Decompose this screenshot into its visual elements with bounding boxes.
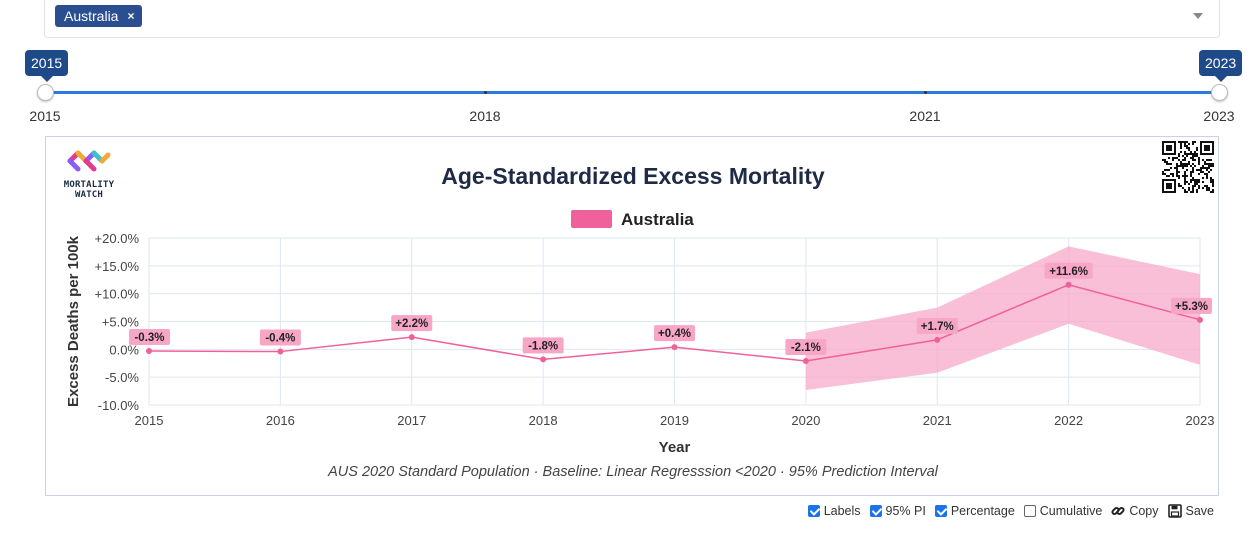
x-tick-label: 2015: [135, 413, 164, 428]
percentage-toggle[interactable]: Percentage: [934, 504, 1015, 518]
y-tick-label: -5.0%: [105, 370, 139, 385]
data-label-bg: [522, 337, 564, 354]
copy-button-label: Copy: [1129, 504, 1159, 518]
data-label-bg: [916, 317, 958, 334]
copy-button[interactable]: Copy: [1111, 504, 1159, 518]
save-button-label: Save: [1185, 504, 1215, 518]
data-label: +0.4%: [658, 328, 691, 340]
floppy-icon: [1167, 504, 1182, 518]
y-tick-label: +20.0%: [95, 231, 140, 246]
chart-title: Age-Standardized Excess Mortality: [441, 163, 825, 189]
data-point: [1197, 316, 1203, 323]
x-tick-label: 2018: [529, 413, 558, 428]
labels-toggle-label: Labels: [823, 504, 861, 518]
logo-text-line1: MORTALITY: [63, 180, 115, 190]
cumulative-toggle[interactable]: Cumulative: [1023, 504, 1103, 518]
y-tick-label: +10.0%: [95, 287, 140, 302]
x-tick-label: 2019: [660, 413, 689, 428]
y-tick-label: +15.0%: [95, 259, 140, 274]
slider-start-value: 2015: [25, 50, 69, 82]
data-label-bg: [259, 329, 301, 346]
slider-tick-dot: [924, 91, 927, 94]
excess-mortality-chart: Age-Standardized Excess Mortality Austral…: [65, 163, 1215, 480]
save-button[interactable]: Save: [1167, 504, 1215, 518]
x-tick-label: 2023: [1186, 413, 1215, 428]
data-point: [671, 344, 678, 351]
legend-label: Australia: [621, 210, 694, 229]
y-tick-label: 0.0%: [109, 342, 139, 357]
data-point: [934, 336, 941, 343]
link-icon: [1111, 506, 1125, 516]
data-label-bg: [129, 329, 170, 346]
country-chip: Australia ×: [55, 5, 143, 27]
data-label-bg: [1044, 262, 1093, 279]
y-axis-title: Excess Deaths per 100k: [65, 235, 82, 407]
data-label: -0.4%: [265, 333, 295, 345]
data-label: +1.7%: [921, 321, 954, 333]
x-tick-label: 2016: [266, 413, 295, 428]
y-tick-label: -10.0%: [98, 398, 140, 413]
slider-end-value: 2023: [1199, 50, 1243, 82]
x-tick-label: 2021: [923, 413, 952, 428]
data-label: +11.6%: [1049, 266, 1088, 278]
data-label-bg: [1171, 297, 1212, 314]
slider-label-2018: 2018: [469, 108, 501, 124]
x-tick-label: 2017: [397, 413, 426, 428]
data-label-bg: [654, 325, 695, 342]
slider-start-handle[interactable]: [37, 84, 54, 101]
data-point: [802, 358, 809, 365]
x-axis-title: Year: [659, 439, 691, 456]
data-point: [1065, 281, 1072, 288]
slider-label-2021: 2021: [909, 108, 941, 124]
cumulative-toggle-label: Cumulative: [1039, 504, 1103, 518]
logo-text-line2: WATCH: [74, 190, 104, 200]
remove-chip-icon[interactable]: ×: [127, 9, 135, 23]
logo-icon: [67, 150, 111, 172]
data-point: [277, 348, 284, 355]
y-tick-label: +5.0%: [102, 315, 140, 330]
percentage-toggle-label: Percentage: [950, 504, 1015, 518]
pi-toggle[interactable]: 95% PI: [869, 504, 926, 518]
pi-toggle-label: 95% PI: [885, 504, 926, 518]
data-point: [146, 348, 152, 355]
legend-swatch: [571, 210, 612, 228]
country-chip-label: Australia: [64, 8, 119, 24]
slider-end-handle[interactable]: [1211, 84, 1228, 101]
mortality-watch-logo: MORTALITY WATCH: [56, 147, 122, 200]
data-label-bg: [785, 339, 827, 356]
slider-label-2023: 2023: [1203, 108, 1235, 124]
data-label: -1.8%: [528, 340, 558, 352]
data-label: -0.3%: [134, 332, 164, 344]
chart-controls: Labels 95% PI Percentage Cumulative Copy: [807, 502, 1215, 520]
labels-toggle[interactable]: Labels: [807, 504, 861, 518]
x-tick-label: 2022: [1054, 413, 1083, 428]
cumulative-checkbox[interactable]: [1023, 505, 1036, 517]
chart-card: MORTALITY WATCH Age-Standardized Excess …: [45, 136, 1219, 496]
data-label-bg: [391, 315, 433, 332]
data-point: [408, 334, 415, 341]
labels-checkbox[interactable]: [807, 505, 820, 517]
percentage-checkbox[interactable]: [934, 505, 947, 517]
chart-subtitle: AUS 2020 Standard Population · Baseline:…: [327, 464, 939, 480]
slider-track[interactable]: [45, 91, 1219, 94]
year-range-slider[interactable]: 2015 2023 2015 2018 2021 2023: [0, 46, 1256, 132]
pi-checkbox[interactable]: [869, 505, 882, 517]
x-tick-label: 2020: [791, 413, 820, 428]
chevron-down-icon[interactable]: [1193, 13, 1203, 19]
prediction-interval-band: [805, 246, 1200, 390]
data-label: +2.2%: [395, 318, 428, 330]
data-label: +5.3%: [1175, 301, 1208, 313]
data-point: [540, 356, 547, 363]
country-select[interactable]: Australia ×: [44, 0, 1220, 38]
slider-tick-dot: [484, 91, 487, 94]
qr-code-icon: [1162, 141, 1214, 193]
slider-label-2015: 2015: [29, 108, 61, 124]
data-label: -2.1%: [791, 342, 821, 354]
